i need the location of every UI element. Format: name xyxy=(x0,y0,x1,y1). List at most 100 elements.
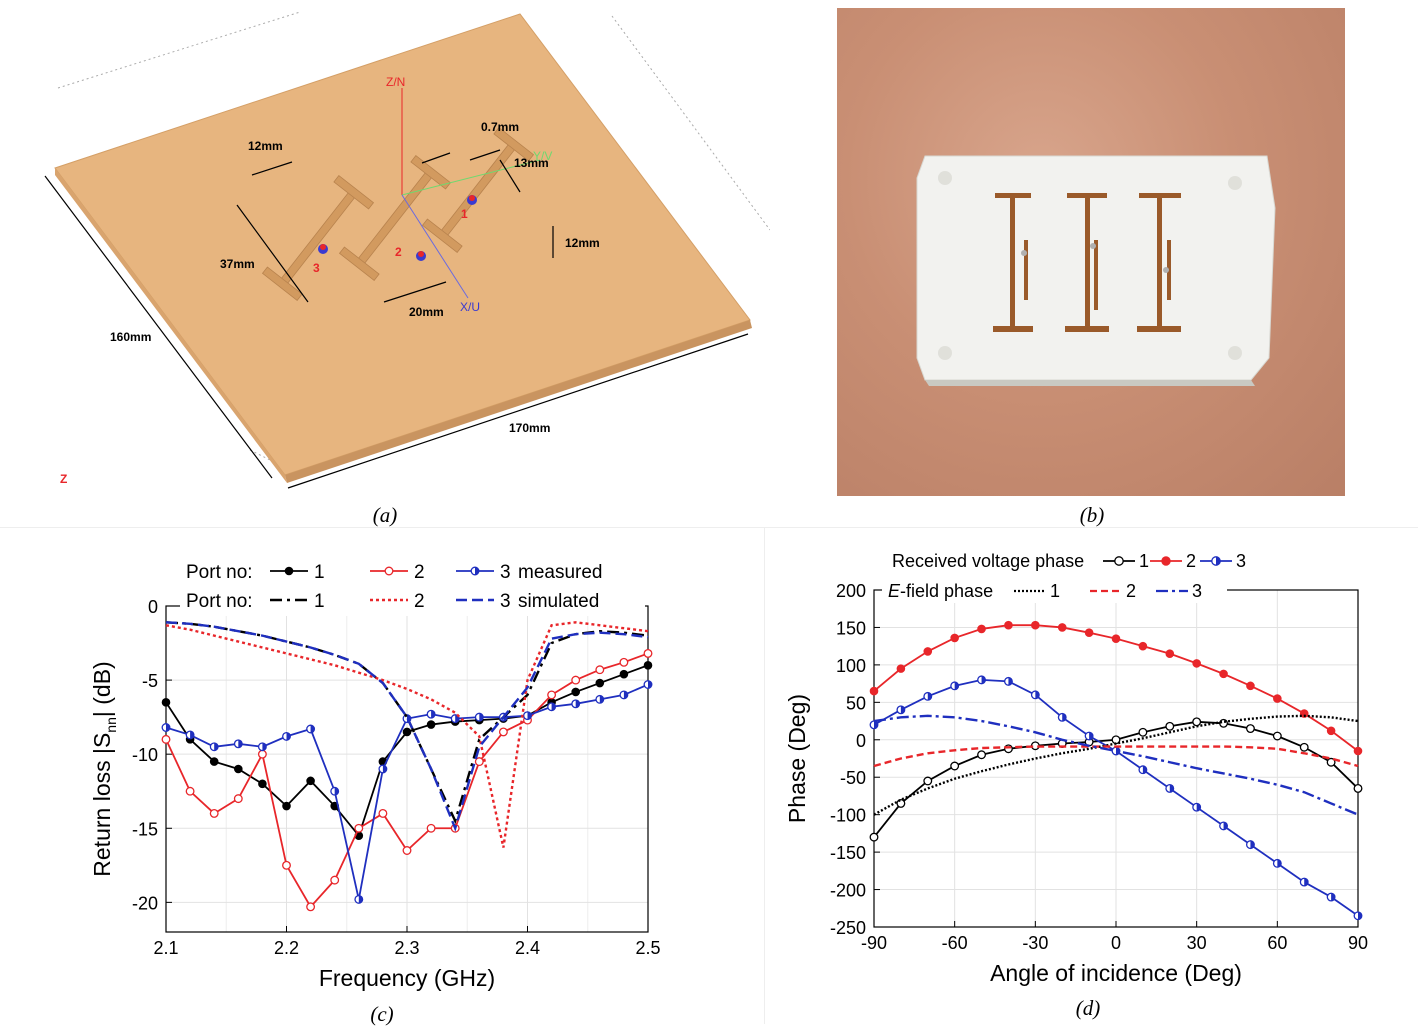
data-point xyxy=(595,678,605,688)
data-point xyxy=(547,702,557,712)
data-point xyxy=(161,723,171,732)
data-point xyxy=(595,665,605,675)
x-tick-label: 2.3 xyxy=(394,938,419,958)
legend-label: 2 xyxy=(414,562,425,583)
port-1: 1 xyxy=(461,195,477,221)
data-point xyxy=(523,711,532,721)
data-point xyxy=(330,875,340,885)
data-point xyxy=(185,730,195,740)
data-point xyxy=(1003,676,1013,686)
legend-suffix-measured: measured xyxy=(518,562,603,583)
phase-chart: -90 -60 -30 0 30 60 90 200 150 100 50 0 -50 -100 -150 -… xyxy=(784,551,1368,986)
y-tick-label: -100 xyxy=(830,806,866,826)
data-point xyxy=(1246,681,1255,691)
data-point xyxy=(1165,721,1175,731)
legend-marker xyxy=(384,566,394,576)
series-simulated-3 xyxy=(165,621,649,832)
dim-160mm: 160mm xyxy=(110,330,151,344)
x-tick-label: -60 xyxy=(942,933,968,953)
data-point xyxy=(896,798,906,808)
legend-label: 3 xyxy=(1192,581,1202,601)
dim-13mm: 13mm xyxy=(514,156,549,170)
data-point xyxy=(1192,717,1202,727)
y-tick-label: -5 xyxy=(142,671,158,691)
legend-label: 3 xyxy=(500,591,511,612)
legend-marker xyxy=(1211,556,1221,566)
x-tick-label: 2.4 xyxy=(515,938,540,958)
data-point xyxy=(306,724,316,734)
series-line xyxy=(873,745,1359,768)
data-point xyxy=(474,712,484,722)
data-point xyxy=(257,742,267,752)
series-efield-2 xyxy=(873,745,1359,768)
y-tick-label: -10 xyxy=(132,745,158,765)
x-tick-label: 0 xyxy=(1111,933,1121,953)
data-point xyxy=(257,749,267,759)
data-point xyxy=(354,894,364,904)
caption-b: (b) xyxy=(1079,503,1105,527)
svg-text:3: 3 xyxy=(313,261,320,275)
data-point xyxy=(1299,709,1309,718)
data-point xyxy=(950,681,960,691)
x-tick-label: 30 xyxy=(1187,933,1207,953)
legend-title-efield: E-field phase xyxy=(888,581,993,601)
data-point xyxy=(1245,724,1255,733)
data-point xyxy=(498,727,508,737)
data-point xyxy=(950,761,960,771)
data-point xyxy=(234,764,243,774)
axis-x-label: X/U xyxy=(460,300,480,314)
data-point xyxy=(209,757,219,766)
dim-37mm: 37mm xyxy=(220,257,255,271)
panel-b xyxy=(837,8,1345,496)
data-point xyxy=(619,657,629,667)
legend-title-measured: Port no: xyxy=(186,562,253,583)
legend-bg xyxy=(180,592,645,616)
data-point xyxy=(1192,659,1201,668)
data-point xyxy=(1084,731,1094,741)
data-point xyxy=(1057,712,1067,722)
data-point xyxy=(209,809,219,818)
data-point xyxy=(1004,620,1013,630)
dim-12mm-top: 12mm xyxy=(248,139,283,153)
data-point xyxy=(977,624,986,634)
data-point xyxy=(161,734,171,744)
data-point xyxy=(1299,742,1309,752)
data-point xyxy=(426,709,436,719)
axis-y-label: Y/V xyxy=(533,149,552,163)
data-point xyxy=(1273,694,1282,703)
data-point xyxy=(923,691,933,701)
x-tick-label: 60 xyxy=(1267,933,1287,953)
legend-suffix-simulated: simulated xyxy=(518,591,599,612)
legend-marker xyxy=(1114,556,1124,566)
y-tick-label: -15 xyxy=(132,819,158,839)
data-point xyxy=(1326,757,1336,767)
series-simulated-2 xyxy=(165,621,649,848)
x-tick-label: 2.5 xyxy=(635,938,660,958)
data-point xyxy=(209,742,219,752)
series-efield-1 xyxy=(873,714,1359,816)
data-point xyxy=(282,860,291,870)
y-tick-label: 200 xyxy=(836,581,866,601)
data-point xyxy=(1138,727,1148,737)
legend-label: 1 xyxy=(314,562,325,583)
legend-marker xyxy=(284,566,294,576)
data-point xyxy=(282,731,291,741)
data-point xyxy=(571,699,581,709)
data-point xyxy=(1084,628,1094,637)
series-received-2 xyxy=(869,620,1363,756)
data-point xyxy=(977,750,987,760)
panel-a: Z/N Y/V X/U 1 2 3 12mm xyxy=(0,0,771,500)
return-loss-chart: 2.1 2.2 2.3 2.4 2.5 0 -5 -10 -15 -20 Frequency (GH… xyxy=(89,562,661,991)
y-axis-label: Phase (Deg) xyxy=(784,694,810,823)
data-point xyxy=(643,648,653,658)
data-point xyxy=(1245,840,1255,850)
legend-label: 2 xyxy=(414,591,425,612)
x-axis-label: Frequency (GHz) xyxy=(319,965,495,991)
data-point xyxy=(306,902,316,912)
legend-entry: 1 xyxy=(270,562,325,583)
data-point xyxy=(1031,620,1040,630)
data-point xyxy=(869,832,879,842)
data-point xyxy=(1219,821,1229,831)
legend-label: 1 xyxy=(314,591,325,612)
y-tick-label: 100 xyxy=(836,656,866,676)
